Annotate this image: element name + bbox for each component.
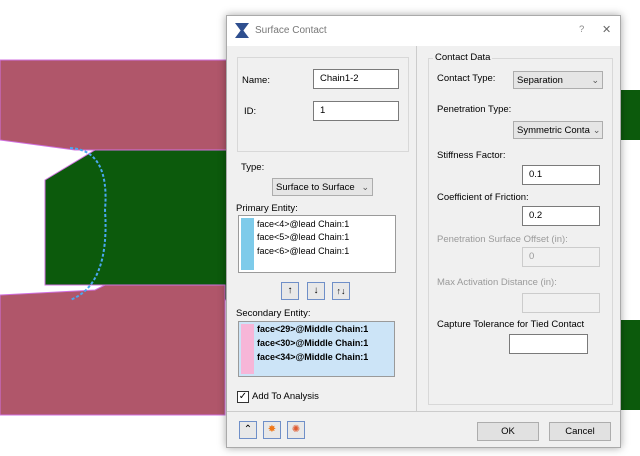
footer-divider xyxy=(227,411,620,412)
chevron-down-icon: ⌄ xyxy=(361,181,369,192)
name-label: Name: xyxy=(242,75,270,86)
list-item[interactable]: face<34>@Middle Chain:1 xyxy=(257,352,369,362)
primary-color-strip xyxy=(241,218,254,270)
middle-chain-mesh-right xyxy=(618,90,640,140)
secondary-color-strip xyxy=(241,324,254,374)
add-to-analysis-label: Add To Analysis xyxy=(252,391,319,402)
swap-button[interactable]: ↑↓ xyxy=(332,282,350,300)
chevron-down-icon: ⌄ xyxy=(592,124,601,135)
id-input[interactable]: 1 xyxy=(313,101,399,121)
contact-type-value: Separation xyxy=(517,74,563,86)
middle-chain-mesh-right-2 xyxy=(618,320,640,410)
ok-button[interactable]: OK xyxy=(477,422,539,441)
pen-offset-input: 0 xyxy=(522,247,600,267)
type-value: Surface to Surface xyxy=(276,181,355,193)
contact-data-group xyxy=(428,58,613,405)
surface-contact-dialog: Surface Contact ? ✕ Name: Chain1-2 ID: 1… xyxy=(226,15,621,448)
capture-tolerance-input[interactable] xyxy=(509,334,588,354)
highlight-all-icon[interactable]: ✺ xyxy=(287,421,305,439)
chevron-down-icon: ⌄ xyxy=(591,74,599,85)
identity-group xyxy=(237,57,409,152)
type-dropdown[interactable]: Surface to Surface ⌄ xyxy=(272,178,373,196)
cancel-button[interactable]: Cancel xyxy=(549,422,611,441)
list-item[interactable]: face<30>@Middle Chain:1 xyxy=(257,338,369,348)
friction-input[interactable]: 0.2 xyxy=(522,206,600,226)
highlight-icon[interactable]: ✸ xyxy=(263,421,281,439)
list-item[interactable]: face<4>@lead Chain:1 xyxy=(257,219,350,229)
help-button[interactable]: ? xyxy=(579,24,585,35)
list-item[interactable]: face<5>@lead Chain:1 xyxy=(257,232,350,242)
id-label: ID: xyxy=(244,106,257,117)
pen-offset-label: Penetration Surface Offset (in): xyxy=(437,234,568,245)
secondary-entity-label: Secondary Entity: xyxy=(236,308,311,319)
contact-type-label: Contact Type: xyxy=(437,73,496,84)
close-button[interactable]: ✕ xyxy=(602,24,612,36)
penetration-type-label: Penetration Type: xyxy=(437,104,512,115)
primary-entity-label: Primary Entity: xyxy=(236,203,298,214)
middle-chain-mesh xyxy=(44,149,231,301)
contact-type-dropdown[interactable]: Separation ⌄ xyxy=(513,71,603,89)
app-icon xyxy=(235,23,249,38)
type-label: Type: xyxy=(241,162,265,173)
max-activation-input xyxy=(522,293,600,313)
secondary-entity-list[interactable]: face<29>@Middle Chain:1 face<30>@Middle … xyxy=(238,321,395,377)
list-item[interactable]: face<6>@lead Chain:1 xyxy=(257,246,350,256)
penetration-type-dropdown[interactable]: Symmetric Conta ⌄ xyxy=(513,121,603,139)
lead-chain-mesh-bottom xyxy=(0,284,226,416)
penetration-type-value: Symmetric Conta xyxy=(517,124,590,136)
name-input[interactable]: Chain1-2 xyxy=(313,69,399,89)
dialog-title: Surface Contact xyxy=(255,25,327,36)
primary-entity-list[interactable]: face<4>@lead Chain:1 face<5>@lead Chain:… xyxy=(238,215,396,273)
list-item[interactable]: face<29>@Middle Chain:1 xyxy=(257,324,369,334)
move-down-button[interactable]: ↓ xyxy=(307,282,325,300)
stiffness-label: Stiffness Factor: xyxy=(437,150,506,161)
max-activation-label: Max Activation Distance (in): xyxy=(437,277,557,288)
panel-divider xyxy=(416,46,417,411)
stiffness-input[interactable]: 0.1 xyxy=(522,165,600,185)
contact-data-label: Contact Data xyxy=(433,52,493,63)
add-to-analysis-checkbox[interactable]: ✓ xyxy=(237,391,249,403)
highlighted-face xyxy=(69,147,107,301)
title-bar[interactable]: Surface Contact ? ✕ xyxy=(227,16,620,46)
friction-label: Coefficient of Friction: xyxy=(437,192,529,203)
capture-tolerance-label: Capture Tolerance for Tied Contact xyxy=(437,319,585,330)
collapse-icon[interactable]: ⌃ xyxy=(239,421,257,439)
move-up-button[interactable]: ↑ xyxy=(281,282,299,300)
